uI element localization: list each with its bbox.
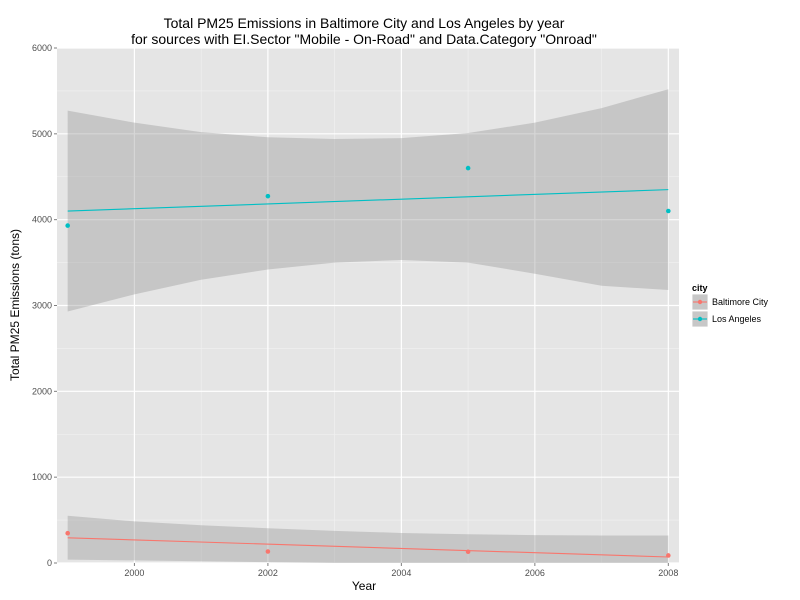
data-point: [666, 208, 671, 214]
y-axis-ticks: 0 1000 2000 3000 4000 5000 6000: [32, 43, 57, 568]
legend-label: Los Angeles: [712, 314, 762, 324]
x-tick-label: 2004: [391, 568, 411, 578]
x-axis-ticks: 2000 2002 2004 2006 2008: [124, 563, 678, 578]
grid-major: [57, 47, 679, 564]
confidence-band: [67, 515, 669, 563]
y-tick-label: 1000: [32, 472, 52, 482]
y-tick-label: 5000: [32, 129, 52, 139]
x-tick-label: 2006: [525, 568, 545, 578]
data-points: [65, 165, 671, 558]
y-tick-label: 3000: [32, 301, 52, 311]
y-tick-label: 2000: [32, 386, 52, 396]
data-point: [465, 165, 471, 171]
y-tick-label: 6000: [32, 43, 52, 53]
data-point: [265, 193, 271, 199]
legend-key-point: [697, 299, 703, 305]
x-tick-label: 2000: [124, 568, 144, 578]
data-point: [666, 553, 671, 558]
fit-line: [67, 537, 669, 558]
x-tick-label: 2008: [658, 568, 678, 578]
data-point: [65, 223, 70, 228]
fit-lines: [67, 189, 669, 558]
y-tick-label: 0: [47, 558, 52, 568]
chart-title: Total PM25 Emissions in Baltimore City a…: [164, 15, 565, 31]
legend-label: Baltimore City: [712, 297, 769, 307]
data-point: [265, 549, 271, 554]
y-tick-label: 4000: [32, 215, 52, 225]
y-axis-title: Total PM25 Emissions (tons): [8, 229, 22, 381]
data-point: [65, 530, 70, 536]
x-tick-label: 2002: [258, 568, 278, 578]
fit-line: [67, 189, 669, 212]
chart-subtitle: for sources with EI.Sector "Mobile - On-…: [131, 31, 597, 47]
legend-title: city: [692, 283, 708, 293]
legend: city Baltimore City Los Angeles: [691, 283, 769, 328]
data-point: [465, 549, 471, 555]
legend-key-point: [697, 316, 703, 322]
legend-items: Baltimore City Los Angeles: [691, 293, 769, 328]
x-axis-title: Year: [352, 579, 376, 593]
